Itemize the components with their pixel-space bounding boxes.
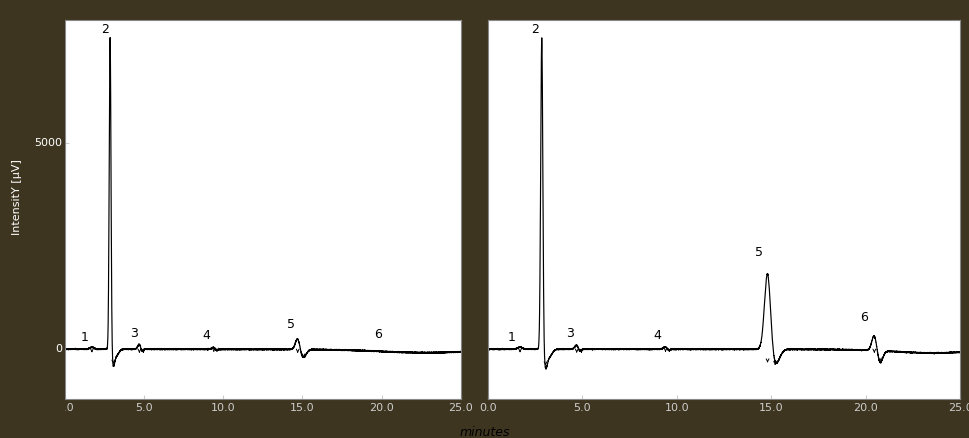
Text: 4: 4 <box>203 329 210 342</box>
Text: 3: 3 <box>130 327 138 340</box>
Text: IntensitY [µV]: IntensitY [µV] <box>12 159 21 235</box>
Text: 1: 1 <box>507 331 515 344</box>
Text: 1: 1 <box>80 331 88 344</box>
Text: 5: 5 <box>287 318 295 332</box>
Text: 5: 5 <box>754 247 763 259</box>
Text: 3: 3 <box>566 327 574 340</box>
Text: 0: 0 <box>55 344 62 354</box>
Text: 6: 6 <box>374 328 382 341</box>
Text: 6: 6 <box>860 311 867 324</box>
Text: 2: 2 <box>101 23 109 36</box>
Text: 5000: 5000 <box>34 138 62 148</box>
Text: 2: 2 <box>531 23 539 36</box>
Text: minutes: minutes <box>459 426 510 438</box>
Text: 4: 4 <box>652 329 660 342</box>
